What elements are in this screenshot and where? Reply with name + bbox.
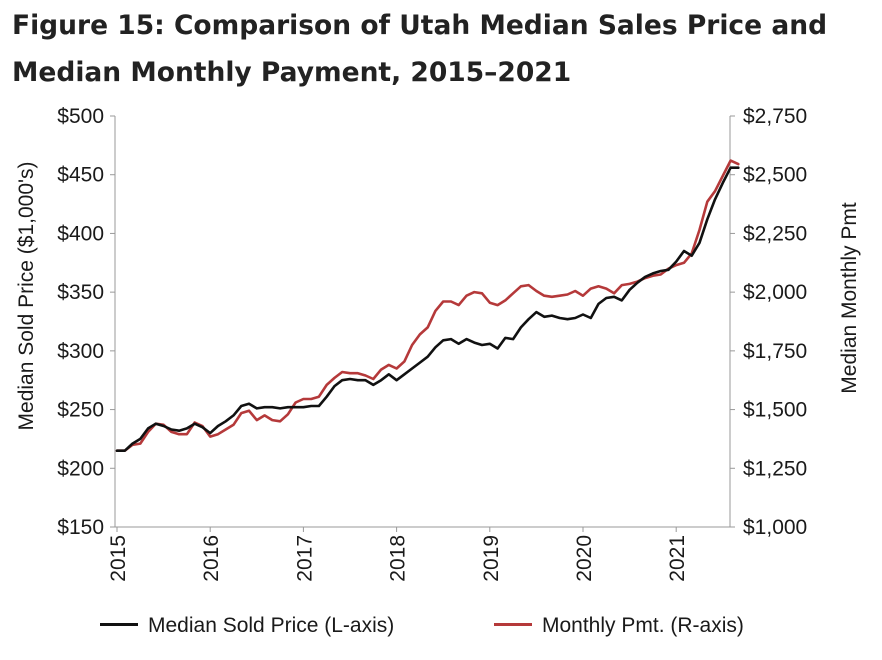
- x-tick-label: 2020: [573, 535, 596, 582]
- left-tick-label: $350: [57, 281, 104, 304]
- left-tick-label: $250: [57, 399, 104, 422]
- left-tick-label: $450: [57, 164, 104, 187]
- x-tick-label: 2019: [480, 535, 503, 582]
- chart-title-line-1: Figure 15: Comparison of Utah Median Sal…: [12, 10, 828, 41]
- legend-item-monthly-pmt: Monthly Pmt. (R-axis): [494, 614, 744, 638]
- left-tick-label: $500: [57, 105, 104, 128]
- right-tick-label: $1,750: [743, 340, 807, 363]
- series-layer: [115, 159, 740, 453]
- right-tick-label: $1,500: [743, 399, 807, 422]
- series-line-monthly-pmt-r-axis: [115, 159, 740, 453]
- chart-title: Figure 15: Comparison of Utah Median Sal…: [12, 2, 872, 96]
- legend-swatch-median-sold-price: [100, 622, 138, 626]
- legend-item-median-sold-price: Median Sold Price (L-axis): [100, 614, 394, 638]
- legend-label-monthly-pmt: Monthly Pmt. (R-axis): [542, 614, 744, 637]
- right-axis-label: Median Monthly Pmt: [838, 202, 861, 394]
- legend-swatch-monthly-pmt: [494, 622, 532, 626]
- x-tick-label: 2015: [107, 535, 130, 582]
- x-tick-label: 2018: [387, 535, 410, 582]
- x-tick-label: 2017: [293, 535, 316, 582]
- series-line-median-sold-price-l-axis: [115, 166, 740, 453]
- left-tick-label: $400: [57, 222, 104, 245]
- left-tick-label: $150: [57, 516, 104, 539]
- right-tick-label: $2,250: [743, 222, 807, 245]
- line-chart: $500$450$400$350$300$250$200$150 $2,750$…: [15, 105, 861, 582]
- right-axis-ticks: $2,750 $2,500 $2,250 $2,000 $1,750 $1,500 $1,2…: [730, 105, 807, 539]
- right-tick-label: $2,750: [743, 105, 807, 128]
- left-tick-label: $200: [57, 457, 104, 480]
- left-axis-ticks: $500 $450 $400 $350 $300 $250 $200 $150: [57, 105, 115, 539]
- left-axis-label: Median Sold Price ($1,000's): [15, 162, 38, 431]
- right-tick-label: $1,000: [743, 516, 807, 539]
- legend-label-median-sold-price: Median Sold Price (L-axis): [148, 614, 395, 637]
- x-tick-label: 2016: [200, 535, 223, 582]
- right-tick-label: $1,250: [743, 457, 807, 480]
- left-tick-label: $300: [57, 340, 104, 363]
- chart-axes: [114, 116, 731, 528]
- chart-title-line-2: Median Monthly Payment, 2015–2021: [12, 57, 572, 88]
- x-tick-label: 2021: [666, 535, 689, 582]
- right-tick-label: $2,500: [743, 164, 807, 187]
- x-axis-ticks: 2015 2016 2017 2018 2019 2020 2021: [107, 527, 689, 582]
- right-tick-label: $2,000: [743, 281, 807, 304]
